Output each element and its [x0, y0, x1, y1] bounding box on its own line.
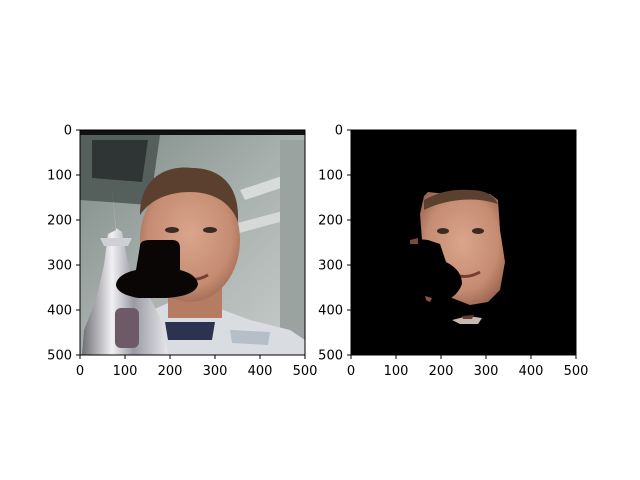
y-tick-label-left: 0	[64, 124, 72, 139]
y-tick-label-right: 200	[318, 214, 343, 229]
x-tick-label-left: 300	[203, 364, 228, 379]
axes-frame-right	[350, 129, 577, 356]
y-tick-label-left: 300	[47, 259, 72, 274]
x-tick-label-left: 400	[248, 364, 273, 379]
x-tick-label-left: 0	[76, 364, 84, 379]
x-tick-label-right: 500	[564, 364, 589, 379]
x-tick-label-right: 300	[474, 364, 499, 379]
panel-original: 0 100 200 300 400 500 0 100 200 300 400 500	[47, 124, 317, 380]
y-tick-label-right: 100	[318, 169, 343, 184]
x-tick-label-right: 200	[429, 364, 454, 379]
x-tick-label-right: 0	[347, 364, 355, 379]
axis-ticks-left: 0 100 200 300 400 500 0 100 200 300 400 500	[47, 124, 317, 380]
axis-ticks-right: 0 100 200 300 400 500 0 100 200 300 400 500	[318, 124, 588, 380]
x-tick-label-right: 100	[384, 364, 409, 379]
axes-frame-left	[79, 129, 306, 356]
image-original-photo	[80, 130, 305, 355]
y-tick-label-left: 500	[47, 349, 72, 364]
panel-face-mask: 0 100 200 300 400 500 0 100 200 300 400 500	[318, 124, 588, 380]
y-tick-label-right: 0	[335, 124, 343, 139]
x-tick-label-right: 400	[519, 364, 544, 379]
y-tick-label-left: 200	[47, 214, 72, 229]
x-tick-label-left: 100	[113, 364, 138, 379]
y-tick-label-right: 500	[318, 349, 343, 364]
x-tick-label-left: 200	[158, 364, 183, 379]
y-tick-label-right: 300	[318, 259, 343, 274]
y-tick-label-right: 400	[318, 304, 343, 319]
y-tick-label-left: 100	[47, 169, 72, 184]
image-face-mask	[351, 130, 576, 355]
x-tick-label-left: 500	[293, 364, 318, 379]
y-tick-label-left: 400	[47, 304, 72, 319]
